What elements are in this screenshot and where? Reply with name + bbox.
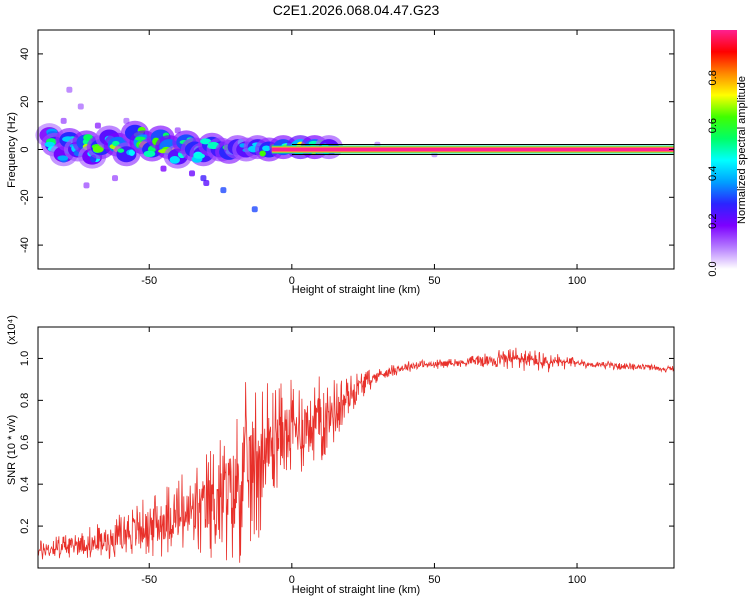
colorbar-ticks: 0.0 0.2 0.4 0.6 0.8 — [707, 70, 719, 276]
steady-tone-core — [271, 147, 674, 152]
snr-background — [38, 327, 674, 568]
snr-y-tick-label: 0.4 — [19, 477, 31, 492]
spectrogram-noise-point — [112, 175, 119, 182]
spec-x-tick-label: 100 — [568, 275, 586, 287]
snr-y-axis-label: SNR (10 * v/v) — [6, 415, 18, 485]
spectrogram-noise-point — [203, 179, 210, 186]
snr-x-tick-label: 50 — [428, 574, 440, 586]
spectrogram-blob-core — [200, 138, 212, 145]
spectrogram-blob-core — [44, 141, 55, 148]
spectrogram-blob-core — [143, 150, 156, 158]
spectrogram-noise-point — [83, 182, 90, 189]
spectrogram-noise-point — [220, 187, 227, 194]
spec-y-tick-label: 0 — [19, 146, 31, 152]
colorbar-label: Normalized spectral amplitude — [736, 76, 748, 224]
snr-axes: -50 0 50 100 0.2 0.4 0.6 0.8 1.0 — [19, 327, 674, 586]
spectrogram-panel: -50 0 50 100 -40 -20 0 20 40 Height of straight … — [6, 29, 675, 296]
spec-y-tick-label: 40 — [19, 48, 31, 60]
spectrogram-blob-core — [112, 140, 120, 147]
colorbar-tick-label: 0.0 — [707, 261, 719, 276]
colorbar-tick-label: 0.4 — [707, 166, 719, 181]
snr-x-tick-label: -50 — [141, 574, 157, 586]
snr-series — [37, 347, 675, 563]
spec-x-tick-label: 0 — [289, 275, 295, 287]
snr-line — [37, 347, 675, 563]
spectrogram-blob-core — [259, 150, 266, 157]
spectrogram-noise-point — [200, 175, 207, 182]
spectrogram-y-axis-label: Frequency (Hz) — [6, 112, 18, 188]
spec-x-tick-label: 50 — [428, 275, 440, 287]
snr-x-axis-label: Height of straight line (km) — [292, 584, 420, 596]
spectrogram-noise-point — [251, 206, 258, 213]
spectrogram-blob-core — [117, 148, 125, 153]
steady-tone-trace — [271, 144, 674, 155]
spectrogram-noise-point — [160, 165, 167, 172]
colorbar-gradient — [711, 30, 737, 269]
spec-y-tick-label: -40 — [19, 237, 31, 253]
spectrogram-x-axis-label: Height of straight line (km) — [292, 284, 420, 296]
spectrogram-blob-core — [57, 155, 69, 161]
spectrogram-noise-point — [66, 86, 73, 93]
snr-scale-label: (x10⁴) — [6, 315, 18, 345]
spectrogram-blob-core — [169, 155, 180, 164]
spectrogram-noise-point — [123, 117, 130, 124]
spectrogram-blob-core — [193, 153, 205, 159]
snr-y-tick-label: 0.6 — [19, 435, 31, 450]
colorbar-tick-label: 0.2 — [707, 214, 719, 229]
colorbar-tick-label: 0.8 — [707, 70, 719, 85]
spectrogram-blob-core — [128, 149, 135, 156]
figure-title: C2E1.2026.068.04.47.G23 — [273, 2, 440, 18]
spectrogram-noise-point — [60, 117, 67, 124]
snr-y-tick-label: 1.0 — [19, 351, 31, 366]
spec-y-tick-label: 20 — [19, 96, 31, 108]
spec-y-tick-label: -20 — [19, 189, 31, 205]
spectrogram-axes: -50 0 50 100 -40 -20 0 20 40 — [19, 30, 674, 287]
spectrogram-blob-core — [92, 145, 104, 153]
spectrogram-noise-point — [189, 170, 196, 177]
spectrogram-noise-point — [94, 122, 101, 129]
colorbar: 0.0 0.2 0.4 0.6 0.8 Normalized spectral ampl… — [707, 30, 748, 277]
spectrogram-noise-point — [77, 103, 84, 110]
snr-x-tick-label: 0 — [289, 574, 295, 586]
snr-frame — [37, 326, 675, 569]
snr-y-tick-label: 0.8 — [19, 393, 31, 408]
spectrogram-blob-core — [135, 136, 146, 141]
spec-x-tick-label: -50 — [141, 275, 157, 287]
colorbar-tick-label: 0.6 — [707, 118, 719, 133]
snr-panel: -50 0 50 100 0.2 0.4 0.6 0.8 1.0 Height of strai… — [6, 315, 675, 596]
spectrogram-noise-point — [174, 127, 181, 134]
spectrogram-blob-core — [262, 145, 271, 152]
snr-x-tick-label: 100 — [568, 574, 586, 586]
snr-y-tick-label: 0.2 — [19, 518, 31, 533]
